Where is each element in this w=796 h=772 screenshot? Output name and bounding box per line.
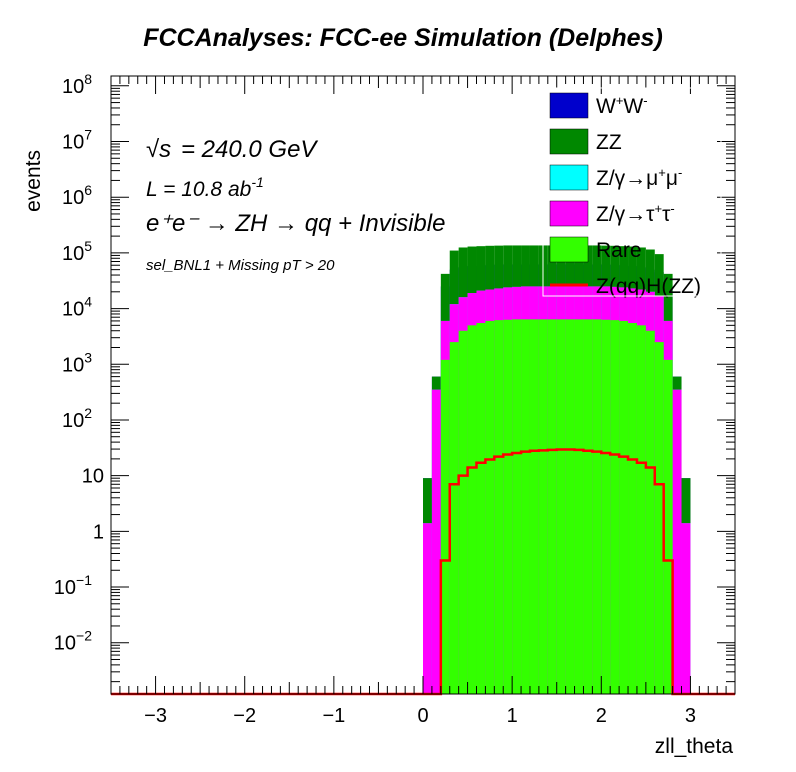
legend-label: Z/γ→μ+μ-: [596, 165, 682, 190]
y-axis: 10−2 10−1 1 10 102 103 104 105 106 107 108: [54, 71, 735, 683]
y-axis-label: events: [22, 150, 45, 212]
y-tick-label: 106: [62, 182, 92, 209]
y-tick-label: 10: [82, 466, 104, 488]
x-tick-label: 0: [417, 705, 428, 727]
x-tick-label: −3: [144, 705, 167, 727]
lumi-text: L = 10.8 ab-1: [146, 174, 264, 201]
selection-annotation: sel_BNL1 + Missing pT > 20: [146, 257, 335, 274]
bar-4-7: [476, 323, 486, 694]
bar-4-10: [503, 319, 513, 694]
legend-label: ZZ: [596, 131, 622, 154]
bar-4-22: [610, 320, 620, 694]
sqrt-s-symbol: √s: [146, 136, 171, 163]
bar-4-18: [574, 319, 584, 694]
y-tick-label: 10−2: [54, 628, 92, 655]
bar-4-26: [645, 330, 655, 694]
sqrt-s-annotation: √s = 240.0 GeV: [146, 136, 318, 163]
legend-frame: [542, 87, 722, 297]
bar-4-27: [654, 342, 664, 694]
x-axis: −3 −2 −1 0 1 2 3: [110, 76, 736, 727]
x-tick-label: 3: [685, 705, 696, 727]
y-tick-label: 1: [93, 521, 104, 543]
bar-4-28: [663, 359, 673, 694]
bar-4-3: [440, 359, 450, 694]
bar-4-20: [592, 319, 602, 694]
legend-swatch: [549, 92, 589, 119]
legend-swatch: [549, 200, 589, 227]
bar-3-2: [431, 389, 441, 694]
bar-4-9: [494, 320, 504, 694]
signal-line: [111, 448, 735, 696]
legend: W+W- ZZ Z/γ→μ+μ- Z/γ→τ+τ- Rare Z(qq)H(ZZ): [542, 87, 722, 298]
legend-label: Z/γ→τ+τ-: [596, 201, 675, 226]
lumi-prefix: L = 10.8 ab: [146, 178, 252, 201]
bar-4-21: [601, 319, 611, 694]
x-tick-label: 2: [596, 705, 607, 727]
lumi-exponent: -1: [251, 174, 263, 190]
signal-path: [111, 448, 735, 696]
bar-3-1: [423, 523, 432, 694]
y-tick-label: 102: [62, 405, 92, 432]
x-tick-label: −2: [233, 705, 256, 727]
bar-4-14: [538, 319, 548, 694]
legend-label: Rare: [596, 239, 642, 262]
y-tick-label: 10−1: [54, 572, 92, 599]
bar-4-24: [628, 323, 637, 694]
y-tick-label: 103: [62, 349, 92, 376]
stack-bars: [423, 245, 691, 695]
y-tick-label: 108: [62, 71, 92, 98]
legend-swatch: [549, 128, 589, 155]
bar-4-12: [521, 319, 530, 694]
bar-4-16: [556, 319, 566, 694]
x-tick-label: 1: [507, 705, 518, 727]
process-annotation: e⁺e⁻ → ZH → qq + Invisible: [146, 210, 445, 237]
bar-4-6: [467, 325, 477, 694]
y-tick-label: 104: [62, 294, 92, 321]
legend-label: W+W-: [596, 93, 648, 118]
bar-4-5: [458, 330, 468, 694]
sqrt-s-value: = 240.0 GeV: [181, 136, 318, 163]
bar-4-15: [547, 319, 557, 694]
legend-swatch: [549, 164, 589, 191]
bar-4-8: [485, 320, 495, 694]
legend-label: Z(qq)H(ZZ): [596, 275, 701, 298]
chart-title: FCCAnalyses: FCC-ee Simulation (Delphes): [143, 24, 663, 52]
bar-4-17: [565, 319, 575, 694]
bar-4-19: [583, 319, 593, 694]
y-tick-label: 105: [62, 238, 92, 265]
legend-swatch: [549, 236, 589, 263]
x-tick-label: −1: [322, 705, 345, 727]
bar-3-29: [672, 389, 682, 694]
bar-4-13: [529, 319, 539, 694]
luminosity-annotation: L = 10.8 ab-1: [146, 174, 264, 201]
bar-4-11: [512, 319, 522, 694]
bar-4-25: [636, 325, 646, 694]
bar-4-23: [619, 320, 629, 694]
y-tick-label: 107: [62, 126, 92, 153]
bar-4-4: [449, 342, 459, 694]
x-axis-label: zll_theta: [655, 735, 734, 758]
bar-3-30: [681, 523, 691, 694]
